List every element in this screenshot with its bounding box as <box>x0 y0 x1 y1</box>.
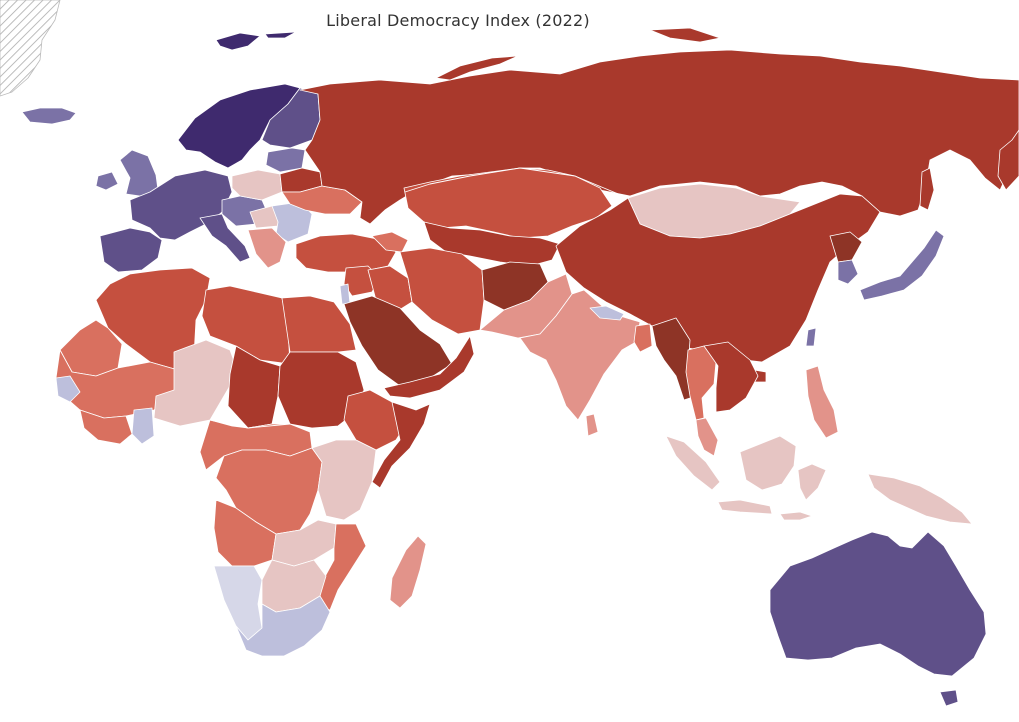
region-sulawesi[interactable] <box>797 463 827 501</box>
region-sumatra[interactable] <box>665 435 721 491</box>
region-israel[interactable] <box>339 283 351 305</box>
region-namibia[interactable] <box>213 565 263 641</box>
region-yemen-oman[interactable] <box>383 335 475 399</box>
region-new-guinea[interactable] <box>867 473 973 525</box>
region-arabia[interactable] <box>343 295 453 387</box>
region-india[interactable] <box>519 289 641 421</box>
region-sri-lanka[interactable] <box>585 413 599 437</box>
region-tasmania[interactable] <box>939 689 959 707</box>
region-iberia[interactable] <box>99 227 163 273</box>
region-australia[interactable] <box>769 531 987 677</box>
region-lesser-sunda[interactable] <box>779 511 813 521</box>
region-madagascar[interactable] <box>389 535 427 609</box>
region-iran[interactable] <box>399 247 485 335</box>
region-borneo[interactable] <box>739 435 797 491</box>
region-russia-island-north[interactable] <box>435 55 519 81</box>
region-myanmar[interactable] <box>651 317 697 401</box>
region-kamchatka[interactable] <box>997 129 1019 191</box>
region-russia[interactable] <box>299 49 1019 225</box>
region-angola[interactable] <box>213 499 277 567</box>
russia-border-line <box>404 167 629 199</box>
region-malaysia[interactable] <box>695 417 719 457</box>
region-japan[interactable] <box>859 229 945 301</box>
map-title: Liberal Democracy Index (2022) <box>326 11 590 30</box>
region-south-africa[interactable] <box>235 595 331 657</box>
region-bangladesh[interactable] <box>633 323 653 353</box>
region-italy[interactable] <box>199 213 251 263</box>
region-morocco-algeria[interactable] <box>95 267 211 371</box>
region-greenland[interactable] <box>0 0 61 97</box>
region-russia-island-east[interactable] <box>649 27 721 43</box>
region-mozambique[interactable] <box>317 523 367 611</box>
region-east-africa[interactable] <box>311 439 377 521</box>
region-iceland[interactable] <box>21 107 77 125</box>
region-ukraine[interactable] <box>281 185 363 215</box>
region-sakhalin[interactable] <box>919 167 935 211</box>
region-taiwan[interactable] <box>805 327 817 347</box>
region-svalbard[interactable] <box>215 32 261 51</box>
region-senegal[interactable] <box>55 375 81 403</box>
region-scandinavia[interactable] <box>177 83 301 169</box>
region-poland[interactable] <box>231 169 283 201</box>
region-indochina[interactable] <box>703 341 759 413</box>
region-south-korea[interactable] <box>837 259 859 285</box>
region-ireland[interactable] <box>95 171 119 191</box>
region-caucasus[interactable] <box>371 231 409 253</box>
region-gulf-guinea[interactable] <box>79 409 133 445</box>
region-ghana[interactable] <box>131 407 155 445</box>
region-svalbard-east[interactable] <box>264 31 297 39</box>
region-north-korea[interactable] <box>829 231 863 263</box>
region-nepal[interactable] <box>589 305 625 321</box>
region-philippines[interactable] <box>805 365 839 439</box>
africa-border-line <box>209 419 337 441</box>
region-java[interactable] <box>717 499 773 515</box>
region-balkans[interactable] <box>247 227 287 269</box>
region-uk-ireland[interactable] <box>119 149 159 197</box>
region-somalia[interactable] <box>371 401 431 489</box>
